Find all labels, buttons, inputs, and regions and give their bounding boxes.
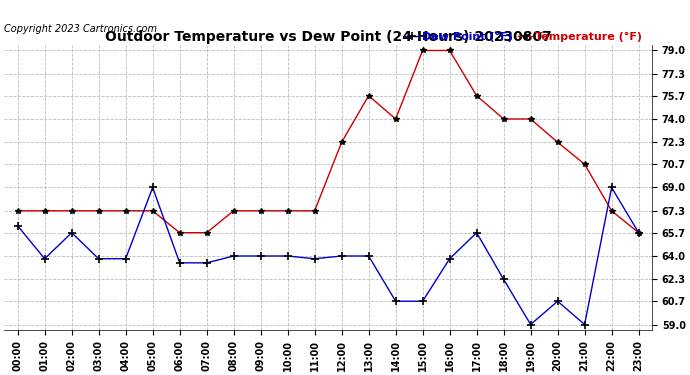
Text: Copyright 2023 Cartronics.com: Copyright 2023 Cartronics.com bbox=[4, 24, 157, 34]
Title: Outdoor Temperature vs Dew Point (24 Hours) 20230807: Outdoor Temperature vs Dew Point (24 Hou… bbox=[105, 30, 551, 44]
Legend: Dew Point (°F), Temperature (°F): Dew Point (°F), Temperature (°F) bbox=[401, 28, 647, 47]
